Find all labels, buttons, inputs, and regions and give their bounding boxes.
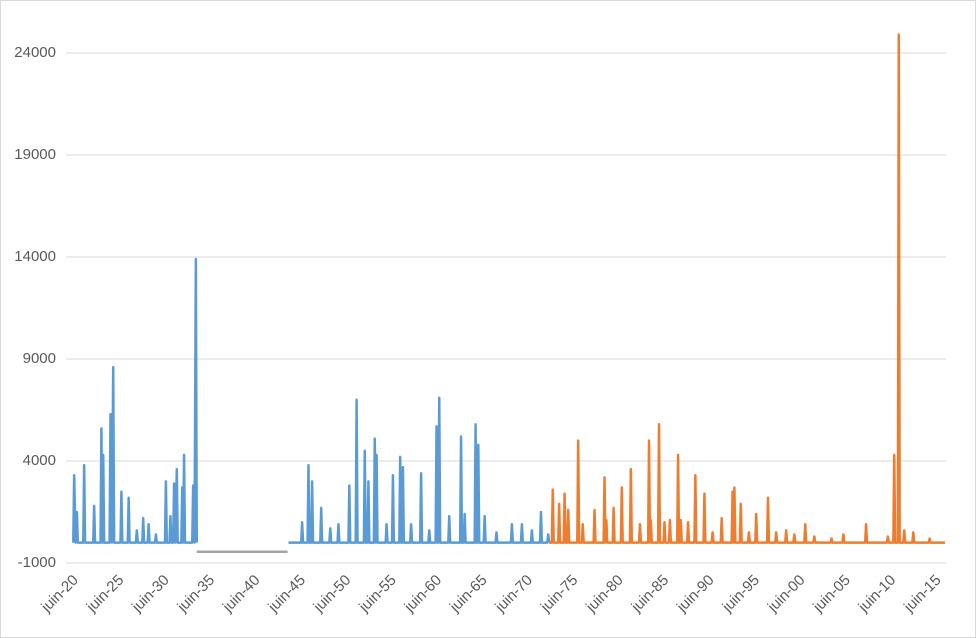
y-tick-label: 14000 [14, 248, 56, 265]
y-tick-label: -1000 [18, 554, 56, 571]
series-line [549, 33, 946, 544]
y-tick-label: 19000 [14, 146, 56, 163]
y-tick-label: 24000 [14, 44, 56, 61]
y-tick-label: 9000 [23, 350, 56, 367]
y-tick-label: 4000 [23, 452, 56, 469]
series-line [72, 257, 551, 544]
